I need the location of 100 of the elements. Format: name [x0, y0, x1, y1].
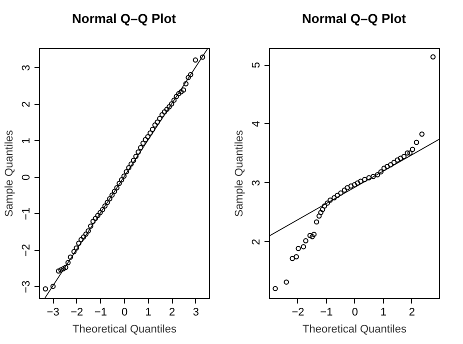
point	[186, 74, 191, 80]
point	[410, 146, 416, 152]
point	[348, 183, 354, 189]
point	[138, 145, 144, 150]
point	[150, 126, 156, 132]
point	[56, 268, 62, 274]
point	[90, 218, 96, 224]
point	[130, 158, 136, 164]
point	[162, 109, 168, 114]
point	[176, 91, 182, 96]
point	[374, 172, 380, 178]
point	[303, 238, 308, 244]
point	[328, 198, 333, 203]
point	[76, 240, 82, 246]
point	[112, 188, 118, 194]
point	[157, 116, 162, 122]
x-axis-title: Theoretical Quantiles	[302, 324, 407, 336]
point	[88, 223, 94, 229]
point	[284, 279, 289, 285]
point	[128, 161, 134, 167]
point	[311, 232, 317, 237]
x-tick-label: −3	[46, 306, 60, 318]
y-tick-label: 2	[250, 238, 262, 245]
point	[370, 174, 376, 180]
point	[148, 130, 153, 136]
x-tick-label: 0	[121, 306, 128, 318]
point	[316, 213, 322, 219]
point	[354, 180, 360, 186]
point	[366, 175, 372, 180]
point	[342, 187, 348, 193]
point	[200, 54, 206, 60]
point	[71, 249, 77, 254]
point	[290, 256, 295, 262]
point	[188, 72, 194, 78]
point	[362, 176, 368, 182]
point	[133, 154, 139, 160]
point	[322, 203, 328, 209]
point	[95, 212, 100, 218]
point	[398, 156, 404, 161]
point	[140, 140, 146, 146]
point	[378, 169, 384, 174]
point	[178, 89, 184, 94]
point	[104, 200, 110, 205]
point	[98, 210, 103, 216]
chart-title: Normal Q–Q Plot	[302, 11, 407, 26]
point	[183, 81, 189, 86]
chart-title: Normal Q–Q Plot	[72, 11, 177, 26]
point	[114, 185, 120, 190]
point	[358, 178, 364, 184]
point	[332, 195, 337, 200]
point	[159, 112, 165, 118]
x-tick-label: −2	[292, 306, 304, 318]
y-tick-label: 2	[20, 101, 32, 108]
point	[145, 134, 150, 140]
point	[404, 150, 410, 156]
y-axis-title: Sample Quantiles	[4, 130, 16, 217]
y-axis-title: Sample Quantiles	[234, 130, 246, 217]
point	[50, 284, 56, 289]
point	[86, 228, 91, 234]
point	[344, 185, 350, 190]
point	[296, 246, 301, 252]
point	[124, 169, 129, 174]
point	[391, 160, 397, 166]
x-tick-label: −1	[94, 306, 107, 318]
point	[102, 203, 108, 209]
y-tick-label: 3	[250, 180, 262, 186]
point	[100, 207, 106, 212]
point	[74, 245, 79, 251]
point	[314, 219, 320, 225]
point	[272, 286, 278, 292]
point	[174, 94, 179, 100]
y-tick-label: 4	[250, 120, 262, 128]
x-tick-label: 2	[408, 306, 415, 318]
point	[407, 150, 413, 156]
point	[107, 196, 112, 202]
point	[142, 136, 148, 142]
point	[419, 131, 425, 137]
point	[294, 254, 299, 260]
y-tick-label: 1	[20, 138, 32, 144]
point	[136, 149, 141, 155]
point	[334, 192, 340, 198]
x-tick-label: 3	[192, 306, 199, 318]
point	[384, 164, 390, 170]
point	[152, 122, 158, 128]
point	[126, 165, 132, 170]
point	[169, 101, 174, 106]
point	[401, 154, 407, 160]
point	[388, 162, 394, 168]
y-tick-label: −2	[20, 244, 32, 257]
point	[63, 264, 68, 270]
point	[352, 182, 358, 188]
x-tick-label: 1	[380, 306, 386, 318]
point	[116, 180, 122, 186]
point	[338, 190, 344, 196]
point	[60, 266, 66, 272]
point	[83, 232, 89, 237]
x-tick-label: 1	[145, 306, 152, 318]
point	[300, 244, 306, 250]
point	[430, 54, 436, 60]
point	[119, 177, 124, 182]
